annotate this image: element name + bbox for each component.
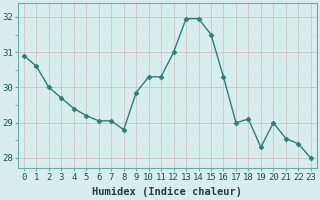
X-axis label: Humidex (Indice chaleur): Humidex (Indice chaleur) xyxy=(92,187,242,197)
